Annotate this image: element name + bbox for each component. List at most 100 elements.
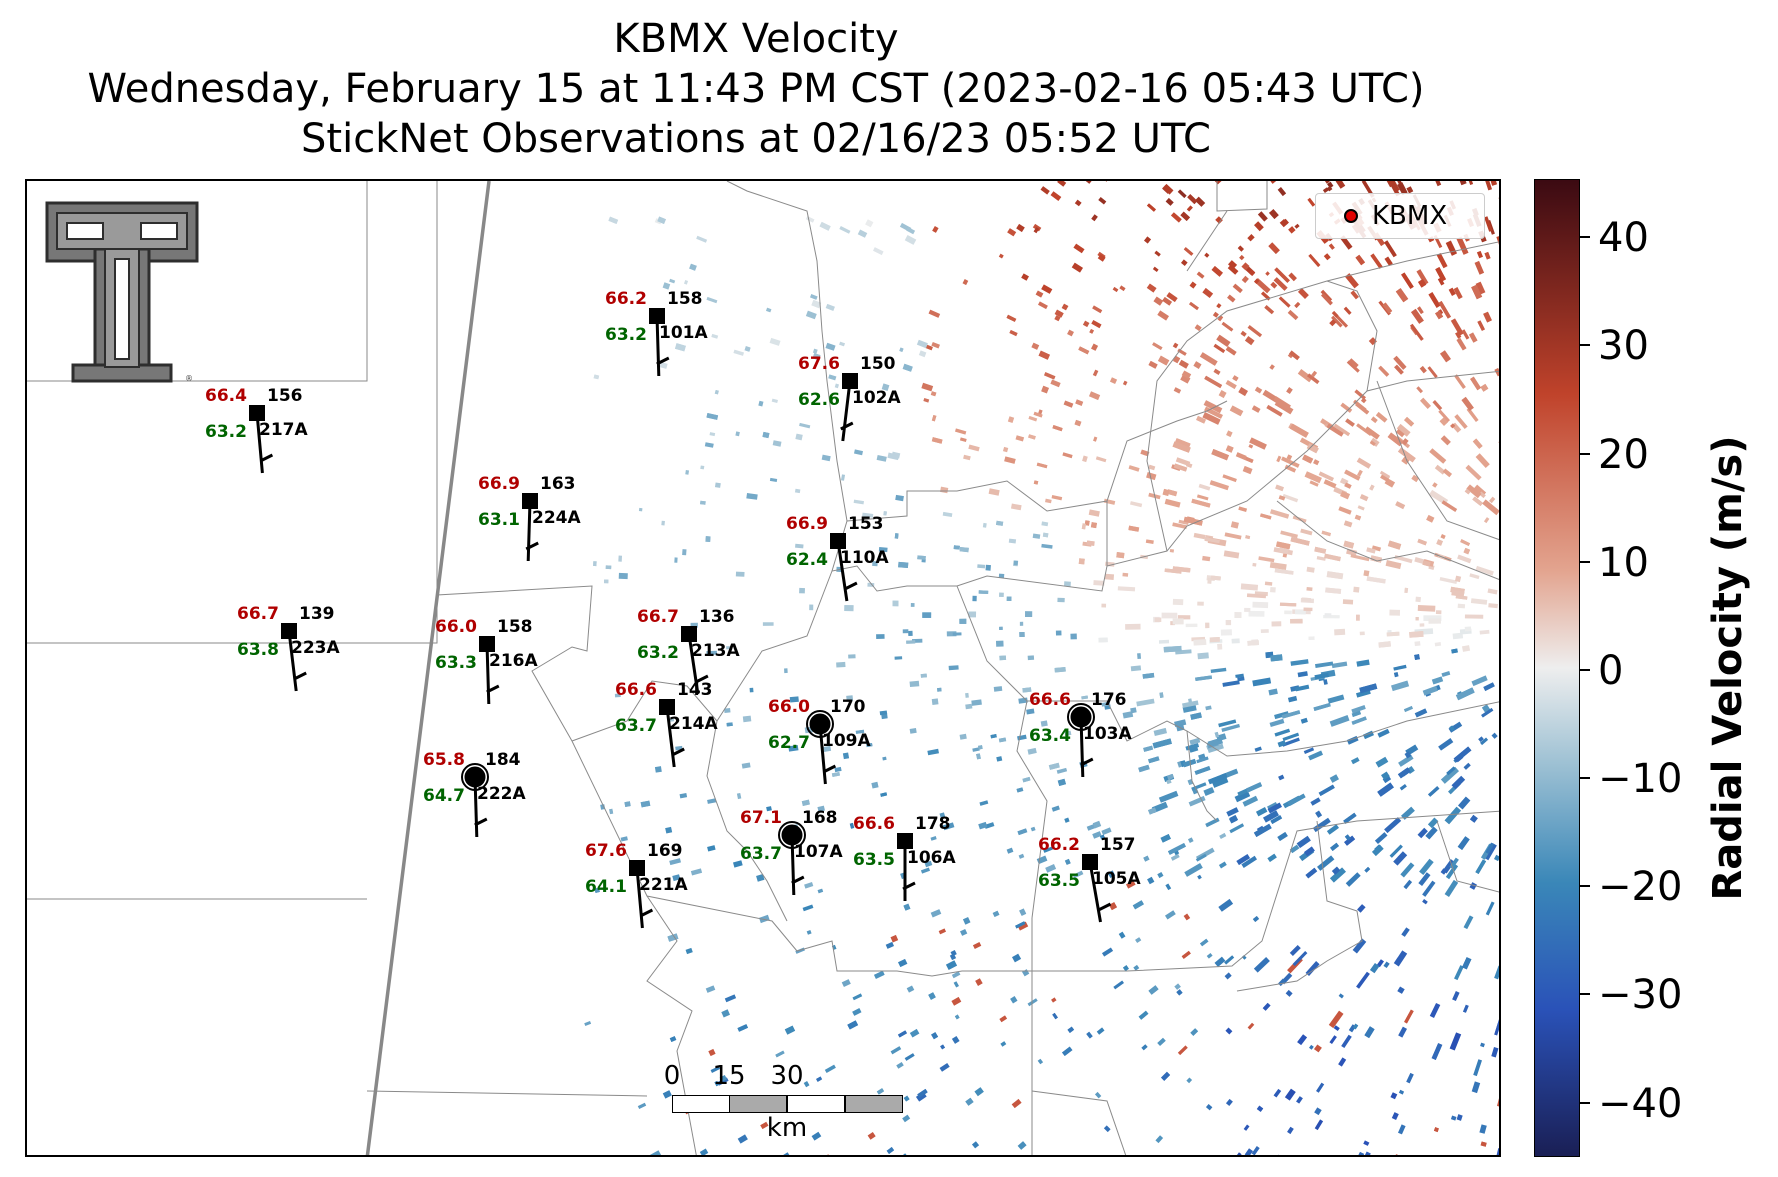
radar-gate (1434, 464, 1446, 475)
radar-gate (1419, 365, 1427, 374)
radar-gate (1096, 1027, 1105, 1035)
radar-gate (932, 225, 939, 233)
map-title-line-1: KBMX Velocity (613, 16, 899, 62)
radar-gate (1191, 782, 1207, 791)
station-plot-216a[interactable]: 66.0 158 63.3 216A (435, 617, 538, 705)
station-plot-102a[interactable]: 67.6 150 62.6 102A (798, 354, 901, 442)
radar-gate (1119, 285, 1126, 292)
station-square-marker-icon (659, 699, 675, 715)
radar-gate (812, 348, 818, 354)
radar-gate (1297, 1034, 1308, 1046)
radar-gate (789, 696, 799, 703)
radar-gate (927, 748, 939, 756)
radar-gate (1166, 779, 1172, 785)
radar-gate (995, 640, 1004, 647)
radar-gate (1409, 631, 1424, 638)
radar-gate (1180, 374, 1191, 384)
station-plot-222a[interactable]: 65.8 184 64.7 222A (423, 750, 526, 838)
station-pressure: 156 (267, 386, 303, 406)
radar-gate (1194, 766, 1211, 775)
radar-gate (1377, 782, 1394, 797)
station-plot-103a[interactable]: 66.6 176 63.4 103A (1029, 690, 1132, 778)
radar-gate (690, 868, 703, 876)
radar-site-marker-icon (1344, 209, 1358, 223)
station-plot-224a[interactable]: 66.9 163 63.1 224A (478, 474, 581, 562)
radar-gate (1045, 864, 1057, 873)
station-circle-marker-icon (464, 766, 486, 788)
radar-map-panel[interactable]: 66.2 158 63.2 101A 67.6 150 62.6 102A 66.4 156 63.… (25, 179, 1501, 1157)
radar-gate (1338, 506, 1352, 515)
radar-gate (795, 433, 803, 441)
radar-gate (1456, 181, 1467, 186)
radar-gate (1103, 498, 1116, 505)
station-plot-109a[interactable]: 66.0 170 62.7 109A (768, 697, 871, 785)
radar-gate (780, 1152, 790, 1155)
radar-gate (1173, 355, 1181, 364)
station-id: 103A (1083, 724, 1132, 744)
radar-gate (1132, 900, 1144, 910)
radar-gate (1057, 181, 1067, 187)
radar-gate (1450, 1115, 1457, 1121)
radar-gate (909, 680, 920, 688)
radar-gate (771, 398, 778, 403)
radar-gate (1414, 557, 1425, 564)
radar-gate (1436, 252, 1448, 269)
radar-gate (1252, 677, 1272, 687)
radar-gate (903, 903, 911, 911)
wind-barb-icon (836, 540, 858, 602)
radar-gate (1425, 826, 1438, 840)
station-plot-101a[interactable]: 66.2 158 63.2 101A (605, 289, 708, 377)
radar-gate (1429, 1002, 1441, 1018)
radar-gate (1401, 438, 1409, 446)
station-plot-213a[interactable]: 66.7 136 63.2 213A (637, 607, 740, 695)
station-plot-221a[interactable]: 67.6 169 64.1 221A (585, 841, 688, 929)
station-plot-107a[interactable]: 67.1 168 63.7 107A (740, 808, 843, 896)
radar-gate (1327, 694, 1345, 704)
station-plot-106a[interactable]: 66.6 178 63.5 106A (853, 814, 956, 901)
radar-gate (1162, 488, 1170, 496)
radar-gate (724, 994, 737, 1003)
station-plot-214a[interactable]: 66.6 143 63.7 214A (615, 680, 718, 768)
station-circle-marker-icon (781, 824, 803, 846)
radar-gate (700, 500, 706, 505)
radar-gate (1320, 181, 1330, 184)
radar-gate (1018, 853, 1025, 859)
radar-gate (1403, 705, 1413, 713)
radar-gate (1198, 483, 1211, 491)
radar-gate (1420, 397, 1431, 409)
radar-gate (1270, 181, 1277, 184)
radar-gate (1435, 267, 1447, 282)
radar-gate (1390, 1092, 1398, 1100)
radar-gate (1210, 575, 1221, 581)
radar-gate (1471, 675, 1488, 687)
radar-gate (1432, 482, 1438, 488)
radar-gate (897, 1030, 907, 1038)
station-plot-217a[interactable]: 66.4 156 63.2 217A (205, 386, 308, 474)
radar-gate (1427, 817, 1439, 829)
radar-gate (1406, 186, 1414, 194)
radar-gate (1393, 672, 1399, 678)
radar-gate (1306, 373, 1320, 385)
station-temperature: 66.4 (205, 386, 247, 406)
radar-gate (1340, 402, 1353, 413)
radar-gate (1196, 494, 1209, 501)
radar-gate (951, 971, 961, 979)
station-plot-105a[interactable]: 66.2 157 63.5 105A (1038, 835, 1141, 923)
radar-gate (1162, 183, 1174, 195)
radar-gate (825, 342, 836, 351)
station-plot-223a[interactable]: 66.7 139 63.8 223A (237, 604, 340, 692)
radar-gate (1354, 514, 1362, 521)
radar-gate (898, 561, 909, 568)
radar-gate (824, 1064, 836, 1073)
wind-barb-icon (287, 630, 307, 692)
radar-gate (1346, 548, 1358, 556)
station-pressure: 170 (830, 697, 866, 717)
radar-gate (1359, 493, 1369, 502)
station-temperature: 67.6 (585, 841, 627, 861)
station-plot-110a[interactable]: 66.9 153 62.4 110A (786, 514, 889, 602)
radar-gate (1240, 330, 1247, 337)
radar-gate (1202, 555, 1211, 562)
radar-gate (1269, 209, 1279, 220)
radar-gate (1393, 851, 1408, 866)
radar-gate (1429, 448, 1447, 464)
